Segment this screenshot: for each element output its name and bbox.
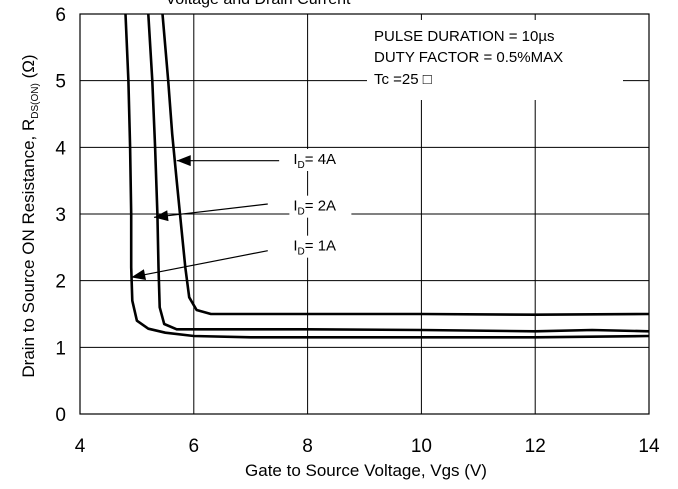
y-tick-label: 5 <box>55 72 66 93</box>
y-axis-title-main: Drain to Source ON Resistance, R <box>19 119 38 378</box>
series-label-subscript: D <box>298 160 305 171</box>
y-tick-label: 3 <box>55 205 66 226</box>
annotation-arrow-line <box>131 250 268 278</box>
y-axis-title-unit: (Ω) <box>19 54 38 83</box>
series-label-background <box>289 235 352 258</box>
x-tick-label: 10 <box>411 436 432 457</box>
x-tick-label: 8 <box>302 436 313 457</box>
series-label-value: = 2A <box>305 198 336 215</box>
series-label: ID= 1A <box>293 238 336 258</box>
series-label-subscript: D <box>298 247 305 258</box>
conditions-box <box>367 20 623 100</box>
annotation-arrowhead <box>131 269 147 281</box>
y-axis-title-subscript: DS(ON) <box>30 83 41 119</box>
condition-duty-factor: DUTY FACTOR = 0.5%MAX <box>374 49 563 66</box>
series-label: ID= 4A <box>293 151 336 171</box>
annotation-arrow-line <box>153 203 268 218</box>
grid <box>79 13 650 415</box>
y-tick-label: 1 <box>55 338 66 359</box>
series-label-background <box>289 149 352 171</box>
series-label-background <box>289 195 352 218</box>
y-tick-label: 4 <box>55 138 66 159</box>
series-label-subscript: D <box>298 207 305 218</box>
x-tick-label: 14 <box>638 436 660 457</box>
x-tick-label: 4 <box>75 436 86 457</box>
plot-frame <box>79 13 650 415</box>
series-label-value: = 4A <box>305 151 336 168</box>
y-tick-label: 2 <box>55 272 66 293</box>
annotation-arrowhead <box>153 210 169 222</box>
condition-case-temperature: Tc =25 □ <box>374 71 432 88</box>
series-lines <box>124 13 650 339</box>
x-axis-title: Gate to Source Voltage, Vgs (V) <box>245 461 487 480</box>
series-line <box>124 13 650 339</box>
series-label-main: I <box>293 151 297 168</box>
x-tick-label: 12 <box>525 436 546 457</box>
series-label-main: I <box>293 238 297 255</box>
series-label-value: = 1A <box>305 238 336 255</box>
series-line <box>161 13 650 316</box>
annotation-arrowhead <box>176 155 191 167</box>
x-tick-label: 6 <box>189 436 200 457</box>
y-tick-label: 6 <box>55 5 66 26</box>
series-label: ID= 2A <box>293 198 336 218</box>
condition-pulse-duration: PULSE DURATION = 10µs <box>374 28 555 45</box>
y-tick-label: 0 <box>55 405 66 426</box>
series-line <box>147 13 650 333</box>
series-label-main: I <box>293 198 297 215</box>
y-axis-title: Drain to Source ON Resistance, RDS(ON) (… <box>19 54 41 377</box>
chart-title: Voltage and Drain Current <box>166 0 352 8</box>
